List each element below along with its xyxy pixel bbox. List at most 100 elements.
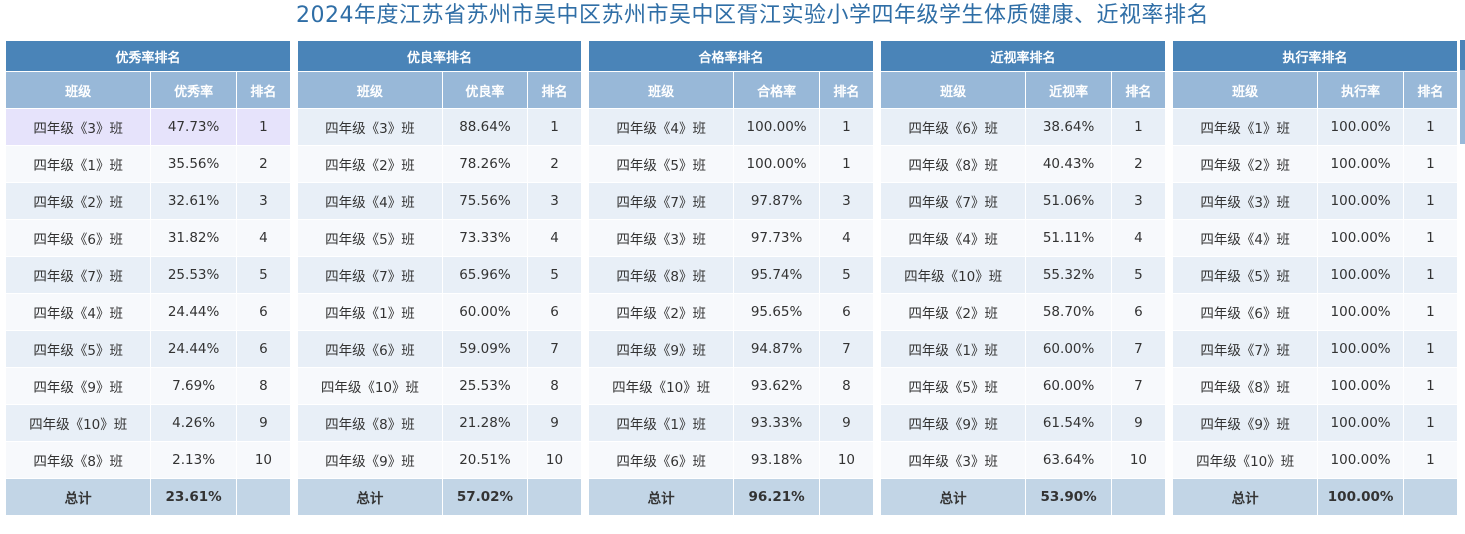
table-row[interactable]: 四年级《3》班 47.73% 1	[4, 108, 292, 146]
table-row[interactable]: 四年级《4》班 51.11% 4	[879, 219, 1167, 257]
table-row[interactable]: 四年级《9》班 20.51% 10	[297, 441, 582, 479]
table-row[interactable]: 四年级《9》班 61.54% 9	[879, 404, 1167, 442]
table-row[interactable]: 四年级《3》班 63.64% 10	[879, 441, 1167, 479]
rank-cell: 5	[1110, 256, 1167, 294]
table-row[interactable]: 四年级《3》班 88.64% 1	[297, 108, 582, 146]
table-row[interactable]: 四年级《5》班 24.44% 6	[4, 330, 292, 368]
column-header-class[interactable]: 班级	[297, 71, 443, 109]
table-row[interactable]: 四年级《7》班 97.87% 3	[587, 182, 875, 220]
total-value: 100.00%	[1317, 478, 1404, 516]
table-row[interactable]: 四年级《9》班 94.87% 7	[587, 330, 875, 368]
column-header-rank[interactable]: 排名	[235, 71, 292, 109]
table-row[interactable]: 四年级《2》班 58.70% 6	[879, 293, 1167, 331]
class-cell: 四年级《6》班	[587, 441, 735, 479]
column-header-class[interactable]: 班级	[4, 71, 152, 109]
table-row[interactable]: 四年级《5》班 73.33% 4	[297, 219, 582, 257]
table-row[interactable]: 四年级《2》班 78.26% 2	[297, 145, 582, 183]
class-cell: 四年级《8》班	[297, 404, 443, 442]
table-row[interactable]: 四年级《7》班 51.06% 3	[879, 182, 1167, 220]
rate-cell: 100.00%	[1317, 441, 1404, 479]
rank-cell: 3	[527, 182, 582, 220]
table-row[interactable]: 四年级《8》班 21.28% 9	[297, 404, 582, 442]
table-row[interactable]: 四年级《1》班 93.33% 9	[587, 404, 875, 442]
column-header-rank[interactable]: 排名	[1110, 71, 1167, 109]
rate-cell: 95.65%	[733, 293, 820, 331]
table-row[interactable]: 四年级《9》班 7.69% 8	[4, 367, 292, 405]
table-row[interactable]: 四年级《6》班 93.18% 10	[587, 441, 875, 479]
rank-cell: 9	[818, 404, 875, 442]
rate-cell: 35.56%	[150, 145, 237, 183]
rank-cell: 8	[818, 367, 875, 405]
column-header-metric[interactable]: 优良率	[441, 71, 529, 109]
table-row[interactable]: 四年级《6》班 38.64% 1	[879, 108, 1167, 146]
table-row[interactable]: 四年级《10》班 100.00% 1	[1171, 441, 1459, 479]
table-row[interactable]: 四年级《6》班 59.09% 7	[297, 330, 582, 368]
table-row[interactable]: 四年级《8》班 100.00% 1	[1171, 367, 1459, 405]
table-row[interactable]: 四年级《7》班 25.53% 5	[4, 256, 292, 294]
total-label: 总计	[4, 478, 152, 516]
column-header-metric[interactable]: 优秀率	[150, 71, 237, 109]
column-header-metric[interactable]: 合格率	[733, 71, 820, 109]
total-rank-empty	[235, 478, 292, 516]
table-row[interactable]: 四年级《2》班 32.61% 3	[4, 182, 292, 220]
table-row[interactable]: 四年级《9》班 100.00% 1	[1171, 404, 1459, 442]
column-header-class[interactable]: 班级	[1171, 71, 1319, 109]
table-row[interactable]: 四年级《10》班 25.53% 8	[297, 367, 582, 405]
class-cell: 四年级《7》班	[587, 182, 735, 220]
class-cell: 四年级《3》班	[1171, 182, 1319, 220]
table-row[interactable]: 四年级《7》班 100.00% 1	[1171, 330, 1459, 368]
table-row[interactable]: 四年级《8》班 40.43% 2	[879, 145, 1167, 183]
column-header-rank[interactable]: 排名	[1402, 71, 1459, 109]
rate-cell: 100.00%	[1317, 145, 1404, 183]
table-row[interactable]: 四年级《4》班 24.44% 6	[4, 293, 292, 331]
table-row[interactable]: 四年级《1》班 60.00% 6	[297, 293, 582, 331]
total-row: 总计 96.21%	[587, 478, 875, 516]
table-row[interactable]: 四年级《6》班 100.00% 1	[1171, 293, 1459, 331]
class-cell: 四年级《3》班	[4, 108, 152, 146]
table-row[interactable]: 四年级《5》班 100.00% 1	[587, 145, 875, 183]
class-cell: 四年级《3》班	[297, 108, 443, 146]
table-row[interactable]: 四年级《4》班 100.00% 1	[587, 108, 875, 146]
class-cell: 四年级《6》班	[879, 108, 1027, 146]
rate-cell: 100.00%	[1317, 182, 1404, 220]
rank-cell: 5	[235, 256, 292, 294]
table-row[interactable]: 四年级《10》班 93.62% 8	[587, 367, 875, 405]
table-heading: 优秀率排名	[5, 40, 291, 72]
column-header-rank[interactable]: 排名	[818, 71, 875, 109]
table-row[interactable]: 四年级《7》班 65.96% 5	[297, 256, 582, 294]
column-header-class[interactable]: 班级	[587, 71, 735, 109]
table-row[interactable]: 四年级《1》班 100.00% 1	[1171, 108, 1459, 146]
rate-cell: 40.43%	[1025, 145, 1112, 183]
table-row[interactable]: 四年级《10》班 55.32% 5	[879, 256, 1167, 294]
rank-cell: 5	[818, 256, 875, 294]
total-row: 总计 100.00%	[1171, 478, 1459, 516]
column-header-class[interactable]: 班级	[879, 71, 1027, 109]
rate-cell: 2.13%	[150, 441, 237, 479]
rank-cell: 3	[818, 182, 875, 220]
class-cell: 四年级《9》班	[587, 330, 735, 368]
table-row[interactable]: 四年级《4》班 100.00% 1	[1171, 219, 1459, 257]
table-row[interactable]: 四年级《6》班 31.82% 4	[4, 219, 292, 257]
table-row[interactable]: 四年级《5》班 100.00% 1	[1171, 256, 1459, 294]
table-row[interactable]: 四年级《3》班 97.73% 4	[587, 219, 875, 257]
table-row[interactable]: 四年级《5》班 60.00% 7	[879, 367, 1167, 405]
rate-cell: 24.44%	[150, 293, 237, 331]
good-rate-panel: 优良率排名 班级 优良率 排名 四年级《3》班 88.64% 1 四年级《2》班 78.26% 2…	[297, 40, 582, 516]
table-row[interactable]: 四年级《10》班 4.26% 9	[4, 404, 292, 442]
table-row[interactable]: 四年级《1》班 35.56% 2	[4, 145, 292, 183]
table-row[interactable]: 四年级《8》班 2.13% 10	[4, 441, 292, 479]
column-header-metric[interactable]: 近视率	[1025, 71, 1112, 109]
table-row[interactable]: 四年级《2》班 95.65% 6	[587, 293, 875, 331]
rate-cell: 97.73%	[733, 219, 820, 257]
rank-cell: 1	[1402, 293, 1459, 331]
table-row[interactable]: 四年级《3》班 100.00% 1	[1171, 182, 1459, 220]
table-row[interactable]: 四年级《2》班 100.00% 1	[1171, 145, 1459, 183]
rank-cell: 10	[235, 441, 292, 479]
class-cell: 四年级《4》班	[879, 219, 1027, 257]
class-cell: 四年级《4》班	[1171, 219, 1319, 257]
column-header-metric[interactable]: 执行率	[1317, 71, 1404, 109]
table-row[interactable]: 四年级《1》班 60.00% 7	[879, 330, 1167, 368]
table-row[interactable]: 四年级《8》班 95.74% 5	[587, 256, 875, 294]
column-header-rank[interactable]: 排名	[527, 71, 582, 109]
table-row[interactable]: 四年级《4》班 75.56% 3	[297, 182, 582, 220]
